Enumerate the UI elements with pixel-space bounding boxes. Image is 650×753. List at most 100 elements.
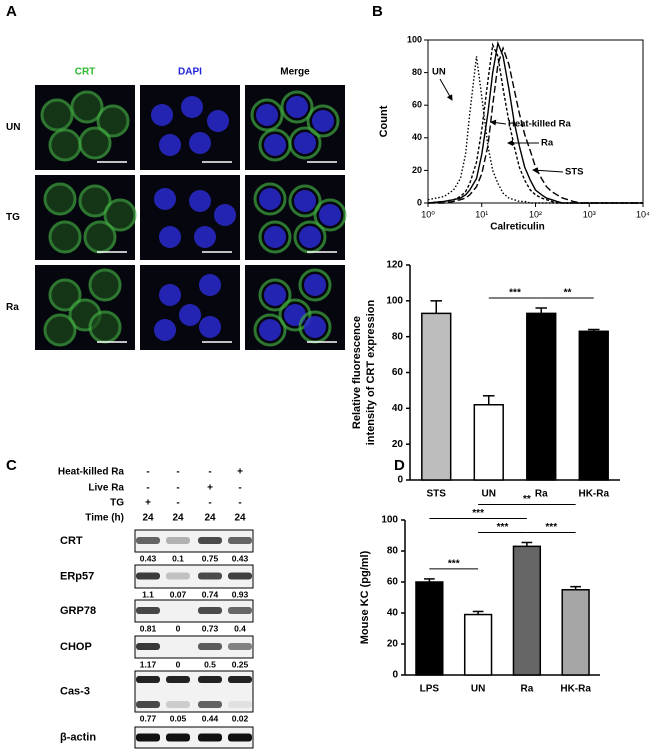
panel-label: C xyxy=(6,457,17,474)
quantification: 0.25 xyxy=(232,659,249,669)
cell-stain xyxy=(103,198,137,232)
nucleus xyxy=(304,274,326,296)
y-tick-label: 40 xyxy=(392,403,404,414)
bar xyxy=(421,312,452,481)
blot-frame xyxy=(134,529,254,553)
quantification: 0.43 xyxy=(140,553,157,563)
bar xyxy=(415,581,444,676)
band xyxy=(198,733,222,742)
row-label: Ra xyxy=(6,302,19,313)
treatment-value: - xyxy=(208,498,211,509)
treatment-value: + xyxy=(207,483,213,494)
treatment-value: 24 xyxy=(172,513,184,524)
x-tick-label: UN xyxy=(482,489,496,500)
bar xyxy=(526,312,557,481)
blot-frame xyxy=(134,726,254,749)
histogram-curve xyxy=(427,56,643,204)
cell-stain xyxy=(278,298,312,332)
x-tick-label: 10⁰ xyxy=(421,209,435,219)
histogram-curve xyxy=(428,46,643,204)
quantification: 0 xyxy=(176,659,181,669)
nucleus xyxy=(264,284,286,306)
nucleus xyxy=(154,319,176,341)
treatment-label: Time (h) xyxy=(85,513,124,524)
row-label: UN xyxy=(6,122,20,133)
nucleus xyxy=(284,304,306,326)
y-tick-label: 60 xyxy=(387,577,399,588)
nucleus xyxy=(312,110,334,132)
nucleus xyxy=(299,226,321,248)
x-tick-label: 10⁴ xyxy=(636,209,650,219)
quantification: 0.5 xyxy=(204,659,216,669)
nucleus xyxy=(189,132,211,154)
nucleus xyxy=(214,204,236,226)
x-tick-label: HK-Ra xyxy=(578,489,609,500)
x-tick-label: LPS xyxy=(420,684,440,695)
nucleus xyxy=(159,134,181,156)
histogram-curve xyxy=(427,42,643,204)
quantification: 1.1 xyxy=(142,589,154,599)
cell-stain xyxy=(313,198,347,232)
blot-label: CHOP xyxy=(60,641,92,653)
nucleus xyxy=(159,226,181,248)
treatment-value: 24 xyxy=(204,513,216,524)
significance-label: *** xyxy=(509,288,521,299)
nucleus xyxy=(159,284,181,306)
nucleus xyxy=(294,190,316,212)
treatment-value: - xyxy=(208,467,211,478)
significance-label: *** xyxy=(497,522,509,533)
cell-stain xyxy=(88,310,122,344)
bar xyxy=(578,330,609,481)
band xyxy=(228,701,252,708)
cell-stain xyxy=(298,268,332,302)
significance-label: ** xyxy=(523,494,531,505)
histogram-curve xyxy=(427,40,643,204)
quantification: 0.05 xyxy=(170,713,187,723)
quantification: 0 xyxy=(176,623,181,633)
treatment-value: - xyxy=(238,498,241,509)
treatment-value: + xyxy=(237,467,243,478)
bar xyxy=(473,404,504,481)
x-tick-label: 10¹ xyxy=(475,209,488,219)
arrow xyxy=(490,119,507,126)
cell-stain xyxy=(83,220,117,254)
significance-label: ** xyxy=(564,288,572,299)
arrow xyxy=(439,78,453,101)
nucleus xyxy=(259,188,281,210)
x-tick-label: 10³ xyxy=(583,209,596,219)
quantification: 0.81 xyxy=(140,623,157,633)
cell-stain xyxy=(48,128,82,162)
treatment-label: TG xyxy=(110,498,124,509)
band xyxy=(166,701,190,708)
nucleus xyxy=(151,104,173,126)
column-header: Merge xyxy=(280,67,310,78)
nucleus xyxy=(264,226,286,248)
cell-stain xyxy=(253,313,287,347)
nucleus xyxy=(154,188,176,210)
cell-stain xyxy=(288,184,322,218)
band xyxy=(228,733,252,742)
cell-stain xyxy=(43,182,77,216)
blot-label: ERp57 xyxy=(60,570,94,582)
nucleus xyxy=(194,226,216,248)
y-tick-label: 100 xyxy=(381,515,398,526)
band xyxy=(136,733,160,742)
cell-stain xyxy=(250,98,284,132)
treatment-value: - xyxy=(176,498,179,509)
band xyxy=(136,701,160,708)
x-tick-label: 10² xyxy=(529,209,542,219)
cell-stain xyxy=(48,278,82,312)
band xyxy=(198,607,222,614)
nucleus xyxy=(259,319,281,341)
quantification: 0.4 xyxy=(234,623,246,633)
band xyxy=(136,607,160,614)
panel-label: A xyxy=(6,3,17,20)
y-tick-label: 0 xyxy=(392,670,398,681)
quantification: 0.07 xyxy=(170,589,187,599)
y-tick-label: 60 xyxy=(392,367,404,378)
band xyxy=(228,643,252,650)
y-tick-label: 0 xyxy=(397,475,403,486)
series-label: STS xyxy=(565,167,583,178)
